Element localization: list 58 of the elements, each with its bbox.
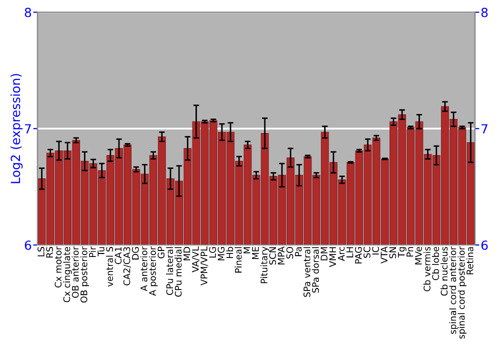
x-tick-label: Cb vermis [423,246,430,292]
x-tick-label: RS [46,246,53,258]
x-tick-label: M [244,247,250,254]
y-tick-label: 6 [24,240,32,250]
x-tick-label: LG [209,247,216,258]
x-tick-label: VA/VL [192,246,200,272]
x-tick-label: LS [38,246,44,256]
x-tick-label: MPA [278,246,284,264]
x-tick-label: Pituitary [260,246,270,284]
x-tick-label: CA2/CA3 [123,247,131,286]
x-tick-label: Cb lobe [432,246,440,280]
x-tick-label: Pir [88,246,96,257]
x-tick-label: GP [158,246,165,258]
x-tick-label: Cx cingulate [63,246,72,302]
x-tick-label: DG [132,247,139,260]
y2-tick-label: 7 [482,124,488,134]
x-tick-label: Retina [466,247,474,274]
x-tick-label: SN [389,247,396,258]
x-tick-label: Cx motor [54,246,62,288]
x-tick-label: Pa [295,247,302,256]
x-tick-label: Hb [226,246,234,258]
x-tick-label: Arc [338,246,345,261]
x-tick-label: ME [252,246,259,259]
x-tick-label: LH [346,247,354,258]
x-tick-label: IC [372,246,379,254]
x-tick-label: DM [320,247,328,260]
y-tick-label: 8 [24,8,32,18]
x-tick-label: PAG [354,247,362,264]
x-tick-label: SO [286,246,294,259]
x-tick-label: CPu lateral [166,247,174,295]
x-tick-label: Pn [406,247,414,257]
x-tick-label: MD [184,246,190,260]
x-tick-label: OB posterior [80,246,90,303]
x-tick-label: Cb nucleus [440,246,448,296]
x-tick-label: SPa dorsal [312,247,319,293]
y2-tick-label: 6 [481,240,488,250]
y-axis-title: Log2 (expression) [10,74,23,184]
x-tick-label: spinal cord posterior [458,246,466,339]
x-tick-label: SCN [269,247,276,265]
x-tick-label: VMH [329,247,336,268]
y-tick-label: 7 [25,124,31,134]
y2-tick-label: 8 [481,8,488,18]
x-tick-label: A anterior [140,246,148,292]
x-tick-label: Pineal [234,247,242,273]
x-tick-label: MVe [415,246,422,264]
x-tick-label: SC [364,246,370,258]
x-tick-label: OB anterior [72,246,79,298]
x-tick-label: SPa ventral [303,247,310,297]
x-tick-label: spinal cord anterior [449,246,458,334]
x-tick-label: VPM/VPL [200,246,208,286]
x-tick-label: CA1 [114,247,122,264]
x-tick-label: Tg [398,247,406,258]
x-tick-label: A posterior [148,246,158,296]
x-tick-label: MG [218,247,225,260]
x-tick-label: Tu [98,247,104,256]
x-tick-label: ventral S [106,246,114,287]
x-tick-label: VTA [380,246,388,264]
x-tick-label: CPu medial [174,247,182,297]
